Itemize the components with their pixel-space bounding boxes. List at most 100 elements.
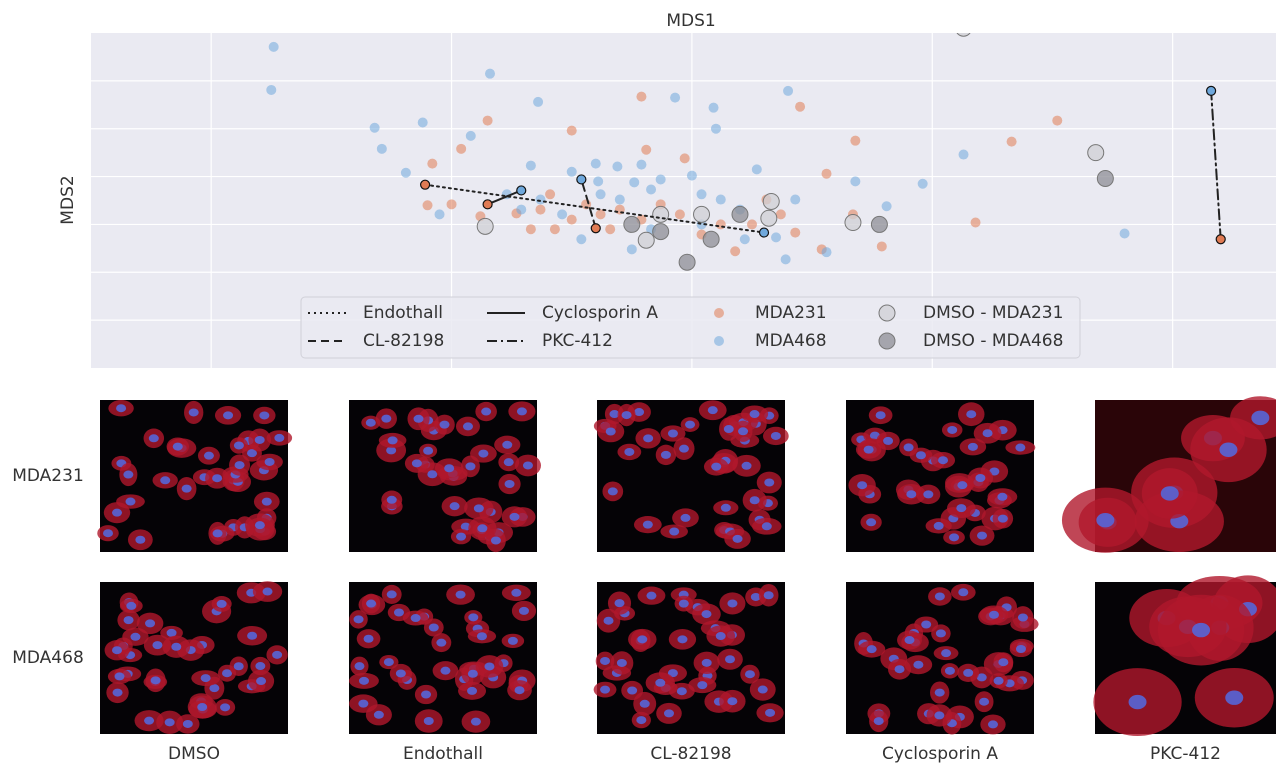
- cell-nucleus: [614, 599, 625, 608]
- scatter-point: [970, 217, 981, 228]
- cell-nucleus: [509, 512, 520, 521]
- scatter-point: [456, 143, 467, 154]
- cell-nucleus: [866, 645, 877, 654]
- scatter-point: [595, 189, 606, 200]
- cell-nucleus: [680, 513, 691, 522]
- cell-nucleus: [982, 429, 993, 438]
- cell-nucleus: [957, 481, 968, 490]
- scatter-point: [730, 246, 741, 257]
- scatter-point: [917, 178, 928, 189]
- cell-nucleus: [410, 614, 421, 623]
- scatter-point: [693, 205, 711, 223]
- cell-nucleus: [439, 420, 450, 429]
- cell-nucleus: [935, 629, 946, 638]
- cell-nucleus: [160, 476, 171, 485]
- cell-nucleus: [423, 446, 434, 455]
- scatter-point: [1052, 115, 1063, 126]
- cell-nucleus: [949, 533, 960, 542]
- legend-label: Cyclosporin A: [542, 303, 658, 323]
- cell-nucleus: [135, 535, 146, 544]
- cell-nucleus: [732, 534, 743, 543]
- cell-nucleus: [247, 631, 258, 640]
- cell-nucleus: [903, 443, 914, 452]
- scatter-point: [566, 125, 577, 136]
- cell-nucleus: [216, 599, 227, 608]
- cell-nucleus: [354, 662, 365, 671]
- cell-nucleus: [503, 458, 514, 467]
- plot-content: [266, 33, 1226, 271]
- scatter-point: [629, 177, 640, 188]
- cell-nucleus: [264, 457, 275, 466]
- cell-nucleus: [934, 711, 945, 720]
- cell-nucleus: [203, 451, 214, 460]
- scatter-point: [771, 232, 782, 243]
- cell-nucleus: [764, 478, 775, 487]
- scatter-point: [850, 176, 861, 187]
- cell-nucleus: [956, 504, 967, 513]
- scatter-point: [1119, 228, 1130, 239]
- scatter-point: [674, 209, 685, 220]
- cell-nucleus: [966, 410, 977, 419]
- cell-nucleus: [676, 687, 687, 696]
- cell-nucleus: [915, 451, 926, 460]
- cell-nucleus: [220, 703, 231, 712]
- cell-nucleus: [624, 447, 635, 456]
- cell-nucleus: [358, 699, 369, 708]
- cell-nucleus: [1015, 443, 1026, 452]
- cell-nucleus: [381, 414, 392, 423]
- cell-nucleus: [456, 532, 467, 541]
- cell-nucleus: [863, 445, 874, 454]
- cell-nucleus: [1128, 694, 1147, 710]
- cell-nucleus: [516, 407, 527, 416]
- cell-nucleus: [923, 490, 934, 499]
- scatter-point: [557, 209, 568, 220]
- cell-nucleus: [701, 610, 712, 619]
- cell-nucleus: [261, 497, 272, 506]
- cell-nucleus: [875, 411, 886, 420]
- cell-nucleus: [125, 497, 136, 506]
- cell-nucleus: [490, 536, 501, 545]
- scatter-point: [795, 101, 806, 112]
- scatter-point: [1096, 169, 1114, 187]
- cell-nucleus: [667, 669, 678, 678]
- cell-nucleus: [172, 442, 183, 451]
- scatter-point: [881, 201, 892, 212]
- scatter-point: [790, 194, 801, 205]
- cell-nucleus: [750, 592, 761, 601]
- grid: [91, 33, 1276, 368]
- cell-nucleus: [148, 434, 159, 443]
- cell-nucleus: [1251, 410, 1270, 426]
- legend-label: PKC-412: [542, 331, 613, 351]
- scatter-point: [576, 234, 587, 245]
- cell-nucleus: [749, 496, 760, 505]
- cell-nucleus: [502, 440, 513, 449]
- cell-nucleus: [386, 590, 397, 599]
- scatter-point: [739, 234, 750, 245]
- scatter-point: [958, 149, 969, 160]
- cell-nucleus: [616, 658, 627, 667]
- scatter-point: [465, 130, 476, 141]
- scatter-point: [956, 33, 971, 37]
- scatter-point: [427, 158, 438, 169]
- cell-nucleus: [427, 470, 438, 479]
- cell-nucleus: [741, 461, 752, 470]
- cell-nucleus: [171, 642, 182, 651]
- cell-nucleus: [476, 632, 487, 641]
- scatter-point: [590, 158, 601, 169]
- cell-nucleus: [112, 508, 123, 517]
- scatter-point: [525, 160, 536, 171]
- cell-nucleus: [507, 636, 518, 645]
- cell-nucleus: [234, 461, 245, 470]
- cell-nucleus: [123, 616, 134, 625]
- cell-nucleus: [223, 411, 234, 420]
- cell-nucleus: [685, 420, 696, 429]
- scatter-point: [623, 215, 641, 233]
- scatter-point: [533, 96, 544, 107]
- cell-nucleus: [197, 703, 208, 712]
- scatter-point: [566, 214, 577, 225]
- cell-nucleus: [188, 408, 199, 417]
- cell-nucleus: [1096, 513, 1115, 528]
- cell-nucleus: [663, 709, 674, 718]
- treatment-line: [1210, 89, 1222, 241]
- legend: Endothall CL-82198 Cyclosporin A PKC-412 MDA…: [300, 296, 1081, 359]
